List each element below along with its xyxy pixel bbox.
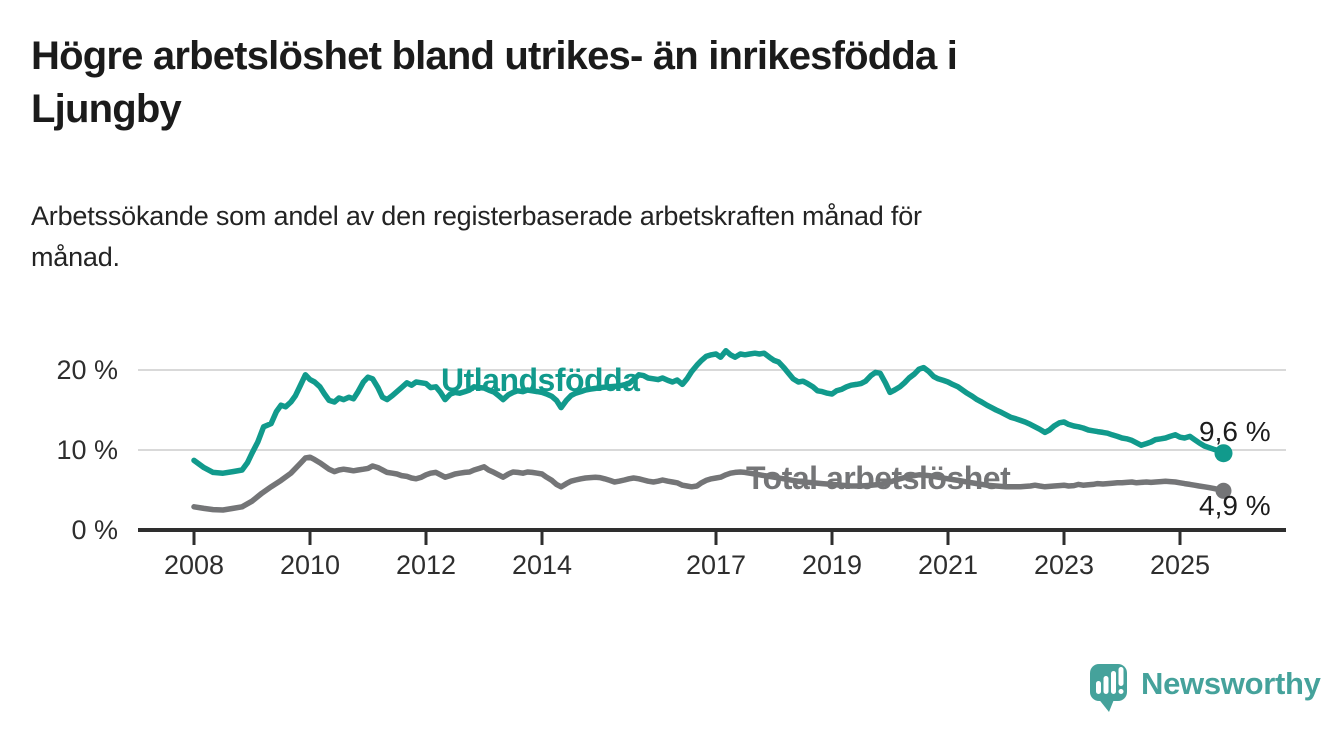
line-utlandsfodda: [191, 348, 1227, 476]
line-total-arbetsloshet: [191, 454, 1227, 513]
chart-title-line1: Högre arbetslöshet bland utrikes- än inr…: [31, 34, 958, 78]
chart-subtitle-line1: Arbetssökande som andel av den registerb…: [31, 201, 922, 231]
y-tick-label: 20 %: [56, 355, 118, 385]
x-tick-label: 2023: [1034, 550, 1094, 580]
end-value-utlandsfodda: 9,6 %: [1199, 416, 1271, 447]
x-tick-label: 2019: [802, 550, 862, 580]
y-axis: 0 % 10 % 20 %: [56, 355, 1286, 545]
x-tick-label: 2017: [686, 550, 746, 580]
logo-bars-icon: [1096, 667, 1124, 694]
x-tick-label: 2010: [280, 550, 340, 580]
end-dot-total-arbetsloshet: [1215, 482, 1232, 499]
x-tick-label: 2025: [1150, 550, 1210, 580]
x-tick-label: 2014: [512, 550, 572, 580]
y-tick-label: 10 %: [56, 435, 118, 465]
x-tick-label: 2012: [396, 550, 456, 580]
brand-name: Newsworthy: [1141, 666, 1322, 701]
x-axis: 2008 2010 2012 2014 2017 2019 2021 2023 2025: [164, 530, 1210, 580]
x-tick-label: 2021: [918, 550, 978, 580]
chart-title-line2: Ljungby: [31, 86, 182, 131]
newsworthy-logo: Newsworthy: [1090, 664, 1322, 712]
y-tick-label: 0 %: [71, 515, 118, 545]
end-value-total-arbetsloshet: 4,9 %: [1199, 490, 1271, 521]
chart-subtitle-line2: månad.: [31, 241, 120, 272]
series-label-total-arbetsloshet: Total arbetslöshet: [746, 460, 1011, 496]
end-dot-utlandsfodda: [1214, 444, 1233, 463]
x-tick-label: 2008: [164, 550, 224, 580]
chart-title: Högre arbetslöshet bland utrikes- än inr…: [31, 30, 1321, 136]
chart-subtitle: Arbetssökande som andel av den registerb…: [31, 196, 1321, 277]
series-label-utlandsfodda: Utlandsfödda: [441, 362, 640, 398]
